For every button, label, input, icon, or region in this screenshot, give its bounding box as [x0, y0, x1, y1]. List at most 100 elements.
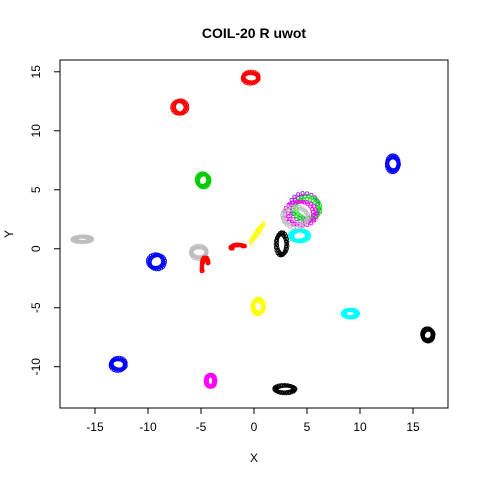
x-axis-label: X	[250, 451, 258, 465]
data-point	[314, 207, 319, 212]
data-point	[183, 105, 188, 111]
data-point	[89, 237, 94, 242]
point-cluster	[420, 326, 436, 344]
data-point	[73, 239, 79, 244]
y-tick-label: 5	[29, 186, 43, 193]
data-point	[285, 390, 290, 395]
data-point	[355, 312, 360, 317]
data-point	[194, 254, 199, 259]
data-point	[292, 211, 297, 216]
data-point	[290, 200, 295, 205]
chart-title: COIL-20 R uwot	[202, 25, 307, 41]
data-point	[261, 305, 266, 310]
point-cluster	[240, 69, 261, 86]
x-tick-label: 10	[353, 420, 367, 434]
data-point	[314, 215, 319, 220]
data-point	[298, 199, 303, 204]
data-point	[306, 194, 312, 199]
point-cluster	[250, 296, 266, 317]
data-point	[162, 258, 167, 263]
data-point	[149, 264, 154, 269]
data-point	[170, 106, 175, 111]
data-point	[255, 76, 260, 81]
point-cluster	[70, 234, 94, 245]
data-point	[430, 334, 435, 339]
x-tick-label: -15	[86, 420, 104, 434]
data-point	[280, 390, 285, 395]
data-point	[312, 218, 317, 223]
data-point	[254, 71, 259, 76]
y-tick-label: 10	[29, 124, 43, 138]
data-point	[204, 251, 209, 256]
data-point	[156, 267, 161, 272]
data-point	[261, 221, 266, 226]
data-point	[244, 80, 249, 85]
data-point	[299, 224, 304, 229]
point-cluster	[340, 307, 361, 320]
point-cluster	[199, 255, 211, 274]
data-point	[305, 191, 310, 196]
data-point	[304, 229, 309, 235]
data-point	[353, 312, 359, 317]
data-point	[294, 214, 299, 219]
data-point	[276, 389, 281, 395]
data-point	[396, 162, 401, 167]
data-point	[312, 204, 317, 209]
data-point	[200, 268, 205, 273]
data-point	[72, 238, 77, 243]
y-tick-label: -5	[29, 302, 43, 313]
x-tick-label: -5	[196, 420, 207, 434]
data-point	[296, 192, 301, 197]
point-cluster	[287, 228, 312, 244]
point-cluster	[272, 383, 298, 396]
data-point	[291, 225, 296, 230]
data-point	[206, 179, 211, 184]
data-point	[228, 246, 234, 251]
point-cluster	[170, 98, 190, 116]
data-point	[296, 200, 301, 205]
y-tick-label: -10	[29, 358, 43, 376]
data-point	[85, 234, 90, 239]
point-cluster	[273, 230, 290, 258]
data-point	[282, 220, 287, 225]
data-point	[284, 239, 289, 244]
point-cluster	[280, 204, 311, 230]
x-tick-label: -10	[139, 420, 157, 434]
data-point	[390, 153, 395, 158]
y-tick-label: 0	[29, 245, 43, 252]
data-point	[314, 211, 319, 216]
x-tick-label: 15	[406, 420, 420, 434]
point-cluster	[228, 242, 247, 251]
data-point	[302, 228, 307, 234]
data-point	[304, 200, 309, 205]
point-cluster	[384, 153, 401, 175]
data-point	[252, 71, 257, 76]
data-point	[315, 207, 320, 213]
x-tick-label: 5	[304, 420, 311, 434]
data-point	[305, 202, 310, 207]
data-point	[249, 238, 254, 243]
data-point	[300, 191, 305, 196]
points-layer	[70, 69, 436, 396]
data-point	[76, 239, 81, 244]
data-point	[292, 194, 297, 199]
data-point	[230, 246, 235, 251]
data-point	[212, 379, 217, 384]
data-point	[162, 260, 167, 265]
y-axis-label: Y	[2, 230, 16, 238]
data-point	[314, 197, 319, 202]
data-point	[287, 383, 293, 389]
data-point	[287, 389, 292, 394]
data-point	[122, 363, 127, 368]
point-cluster	[189, 243, 209, 261]
point-cluster	[194, 171, 212, 190]
data-point	[279, 384, 284, 389]
x-axis: -15 -10 -5 0 5 10 15	[86, 408, 420, 434]
data-point	[297, 216, 302, 221]
x-tick-label: 0	[251, 420, 258, 434]
data-point	[87, 237, 92, 243]
data-point	[307, 234, 312, 239]
data-point	[300, 206, 305, 211]
y-axis: -10 -5 0 5 10 15	[29, 65, 60, 376]
